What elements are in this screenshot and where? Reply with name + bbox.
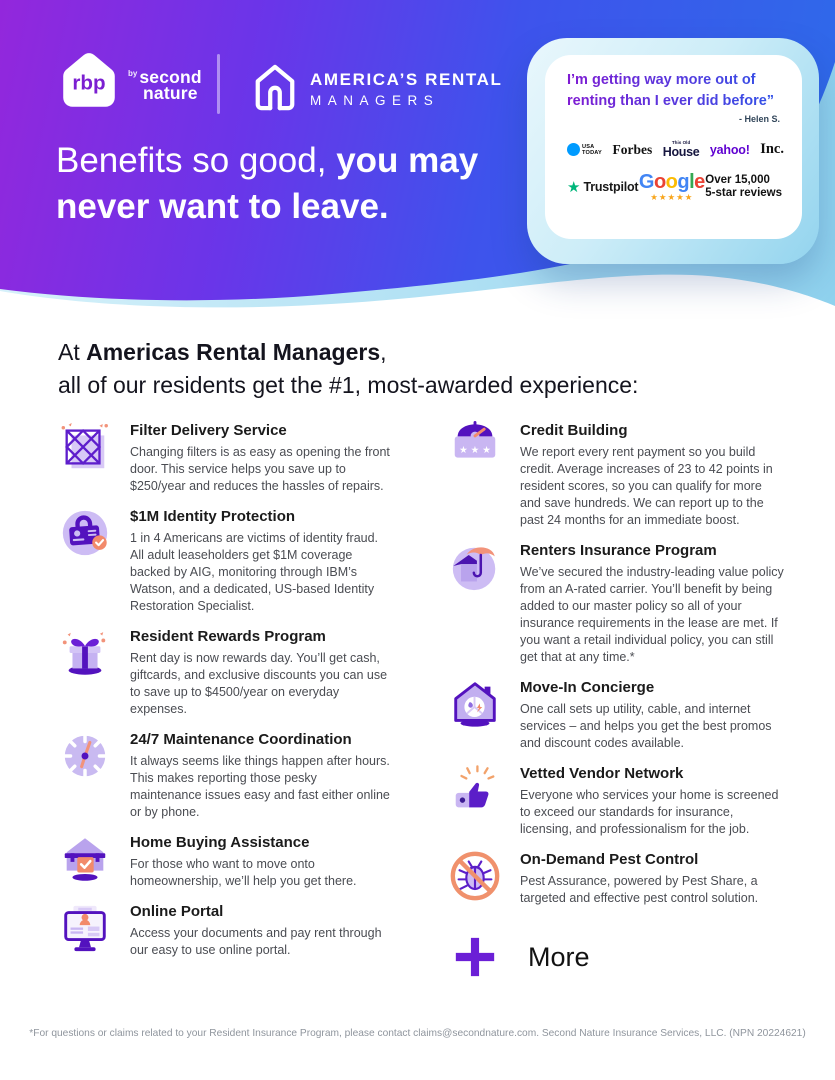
headline-bold-1: you may <box>336 141 479 180</box>
benefit-move-in-concierge: Move-In Concierge One call sets up utili… <box>448 677 794 752</box>
section-heading: At Americas Rental Managers, all of our … <box>58 339 639 398</box>
google-reviews-logo: Google ★★★★★ <box>639 172 705 202</box>
more-benefits: More <box>448 934 794 980</box>
benefit-title: 24/7 Maintenance Coordination <box>130 731 352 748</box>
second-nature-bottom: nature <box>143 83 198 103</box>
benefits-right-column: ★ ★ ★ Credit Building We report every rent… <box>448 420 794 980</box>
svg-text:★: ★ <box>459 445 468 456</box>
benefit-description: Access your documents and pay rent throu… <box>130 926 382 957</box>
benefit-description: For those who want to move onto homeowne… <box>130 857 357 888</box>
review-count: Over 15,000 5-star reviews <box>705 174 782 199</box>
benefit-credit-building: ★ ★ ★ Credit Building We report every rent… <box>448 420 794 529</box>
headline-bold-2: never want to leave. <box>56 187 389 226</box>
headline-light: Benefits so good, <box>56 141 337 180</box>
filter-delivery-icon <box>58 420 112 495</box>
company-name: AMERICA’S RENTAL MANAGERS <box>310 70 502 108</box>
house-logo-icon <box>255 64 295 111</box>
trustpilot-star-icon: ★ <box>567 178 581 196</box>
benefit-description: Everyone who services your home is scree… <box>520 788 779 836</box>
headline: Benefits so good, you may never want to … <box>56 138 478 230</box>
hero-banner: rbp by second nature AMERICA’S RENTAL MAN… <box>0 0 835 335</box>
svg-text:rbp: rbp <box>72 71 105 94</box>
testimonial-quote: I’m getting way more out of renting than… <box>567 70 785 111</box>
benefit-maintenance: 24/7 Maintenance Coordination It always … <box>58 729 392 821</box>
benefit-home-buying: Home Buying Assistance For those who wan… <box>58 832 392 890</box>
svg-text:★: ★ <box>471 445 480 456</box>
benefit-renters-insurance: Renters Insurance Program We’ve secured … <box>448 540 794 666</box>
benefit-title: On-Demand Pest Control <box>520 851 699 868</box>
benefits-left-column: Filter Delivery Service Changing filters… <box>58 420 392 980</box>
benefit-identity-protection: $1M Identity Protection 1 in 4 Americans… <box>58 506 392 615</box>
google-stars-icon: ★★★★★ <box>650 192 694 203</box>
benefit-description: We’ve secured the industry-leading value… <box>520 565 784 664</box>
company-name-line1: AMERICA’S RENTAL <box>310 70 503 89</box>
benefit-description: 1 in 4 Americans are victims of identity… <box>130 531 379 613</box>
second-nature-by: by <box>128 69 138 78</box>
benefit-resident-rewards: Resident Rewards Program Rent day is now… <box>58 626 392 718</box>
benefit-title: Move-In Concierge <box>520 679 655 696</box>
benefit-description: It always seems like things happen after… <box>130 754 390 819</box>
benefit-title: Online Portal <box>130 903 224 920</box>
press-logos-row: USA TODAY Forbes This Old House yahoo! I… <box>567 141 786 158</box>
benefit-title: Renters Insurance Program <box>520 542 717 559</box>
benefit-online-portal: Online Portal Access your documents and … <box>58 901 392 959</box>
move-in-concierge-icon <box>448 677 502 752</box>
second-nature-logo: by second nature <box>128 66 202 103</box>
home-buying-icon <box>58 832 112 890</box>
footer-disclaimer: *For questions or claims related to your… <box>29 1028 806 1039</box>
more-label: More <box>528 941 590 972</box>
logo-divider <box>217 54 220 114</box>
plus-icon <box>448 934 502 980</box>
benefit-description: We report every rent payment so you buil… <box>520 445 773 527</box>
benefit-title: Credit Building <box>520 422 628 439</box>
svg-text:★: ★ <box>482 445 491 456</box>
online-portal-icon <box>58 901 112 959</box>
brand-name: Americas Rental Managers <box>86 339 381 365</box>
reviews-row: ★ Trustpilot Google ★★★★★ Over 15,000 5-… <box>567 172 786 202</box>
google-logo: Google <box>638 171 705 194</box>
company-name-line2: MANAGERS <box>310 93 440 108</box>
credit-building-icon: ★ ★ ★ <box>448 420 502 529</box>
benefit-title: Filter Delivery Service <box>130 422 287 439</box>
vetted-vendor-icon <box>448 763 502 838</box>
benefit-title: Resident Rewards Program <box>130 628 326 645</box>
second-nature-top: second <box>139 67 202 87</box>
renters-insurance-icon <box>448 540 502 666</box>
benefit-pest-control: On-Demand Pest Control Pest Assurance, p… <box>448 849 794 907</box>
rbp-logo: rbp <box>63 53 115 107</box>
forbes-logo: Forbes <box>612 141 653 157</box>
resident-rewards-icon <box>58 626 112 718</box>
testimonial-card: I’m getting way more out of renting than… <box>545 55 802 239</box>
this-old-house-logo: This Old House <box>662 140 700 159</box>
benefit-title: $1M Identity Protection <box>130 508 296 525</box>
inc-logo: Inc. <box>760 141 784 158</box>
usa-today-logo: USA TODAY <box>567 143 602 157</box>
benefit-vetted-vendor: Vetted Vendor Network Everyone who servi… <box>448 763 794 838</box>
yahoo-logo: yahoo! <box>709 142 750 157</box>
benefits-grid: Filter Delivery Service Changing filters… <box>58 420 798 980</box>
benefit-description: One call sets up utility, cable, and int… <box>520 702 772 750</box>
maintenance-icon <box>58 729 112 821</box>
usa-today-circle-icon <box>567 143 580 157</box>
benefit-filter-delivery: Filter Delivery Service Changing filters… <box>58 420 392 495</box>
benefit-description: Pest Assurance, powered by Pest Share, a… <box>520 874 759 905</box>
benefit-description: Changing filters is as easy as opening t… <box>130 445 390 493</box>
benefit-description: Rent day is now rewards day. You’ll get … <box>130 651 388 716</box>
identity-protection-icon <box>58 506 112 615</box>
pest-control-icon <box>448 849 502 907</box>
hero-wave-decoration <box>0 62 835 335</box>
benefit-title: Vetted Vendor Network <box>520 765 684 782</box>
trustpilot-logo: ★ Trustpilot <box>567 178 639 196</box>
benefit-title: Home Buying Assistance <box>130 834 310 851</box>
testimonial-attribution: - Helen S. <box>738 114 780 125</box>
